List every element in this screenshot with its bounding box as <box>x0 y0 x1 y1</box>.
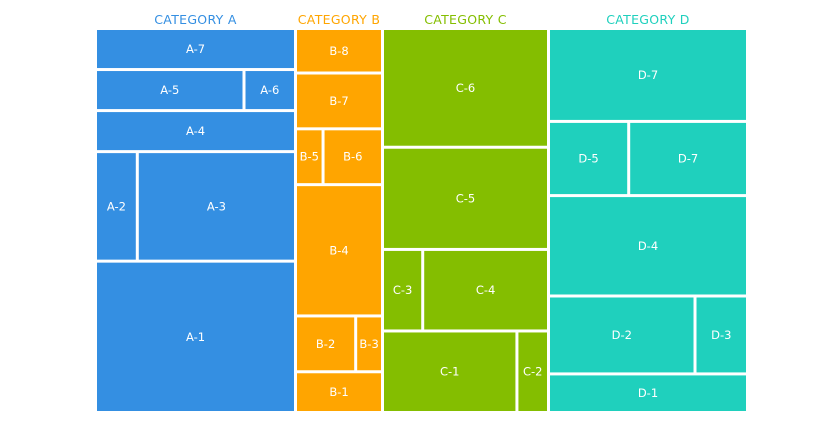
treemap-cell-rect[interactable] <box>97 153 136 260</box>
treemap-cell-label: D-4 <box>638 239 658 253</box>
treemap-cell-rect[interactable] <box>550 122 628 195</box>
treemap-cell-label: D-1 <box>638 386 658 400</box>
treemap-cell-rect[interactable] <box>97 30 294 69</box>
treemap-cell-label: B-4 <box>329 243 348 257</box>
treemap-cell-label: C-5 <box>456 191 476 205</box>
treemap-cell-label: C-6 <box>456 81 476 95</box>
treemap-cell-label: D-5 <box>578 152 598 166</box>
treemap-cell-a-4[interactable]: A-4 <box>97 112 294 151</box>
treemap-cell-rect[interactable] <box>297 130 322 184</box>
treemap-cell-label: C-4 <box>476 283 496 297</box>
treemap-cell-label: B-7 <box>329 94 348 108</box>
treemap-cell-b-5[interactable]: B-5 <box>297 130 322 184</box>
treemap-cell-rect[interactable] <box>297 373 381 411</box>
treemap-cell-label: C-2 <box>523 365 543 379</box>
category-labels: CATEGORY A CATEGORY B CATEGORY C CATEGORY D <box>154 12 689 27</box>
treemap-cell-rect[interactable] <box>138 153 294 260</box>
treemap-cell-b-1[interactable]: B-1 <box>297 373 381 411</box>
treemap-cell-rect[interactable] <box>357 317 381 371</box>
treemap-cell-label: A-6 <box>260 83 279 97</box>
treemap-cell-rect[interactable] <box>550 375 746 411</box>
treemap-cell-c-3[interactable]: C-3 <box>384 250 422 330</box>
treemap-cell-b-6[interactable]: B-6 <box>324 130 381 184</box>
treemap-cell-d-1[interactable]: D-1 <box>550 375 746 411</box>
treemap-cell-rect[interactable] <box>424 250 547 330</box>
treemap-cell-a-2[interactable]: A-2 <box>97 153 136 260</box>
treemap-cell-a-3[interactable]: A-3 <box>138 153 294 260</box>
treemap-cell-label: C-1 <box>440 365 460 379</box>
treemap-cell-label: D-2 <box>612 328 632 342</box>
treemap-cell-label: B-8 <box>329 44 348 58</box>
treemap-cell-label: B-1 <box>329 385 348 399</box>
treemap-cell-label: A-5 <box>160 83 179 97</box>
treemap-cell-rect[interactable] <box>297 74 381 128</box>
treemap-cell-label: B-2 <box>316 337 335 351</box>
treemap-cell-label: D-7 <box>678 152 698 166</box>
treemap-cell-label: A-1 <box>186 330 205 344</box>
treemap-cell-rect[interactable] <box>297 186 381 315</box>
treemap-cell-d-4[interactable]: D-4 <box>550 197 746 295</box>
treemap-cell-b-3[interactable]: B-3 <box>357 317 381 371</box>
treemap-cell-label: B-3 <box>359 337 378 351</box>
treemap-cell-rect[interactable] <box>696 297 746 373</box>
treemap-cell-rect[interactable] <box>97 112 294 151</box>
treemap-cell-c-5[interactable]: C-5 <box>384 148 547 248</box>
treemap-cell-d-7[interactable]: D-7 <box>630 122 746 195</box>
treemap-cell-label: A-7 <box>186 42 205 56</box>
treemap-cell-label: D-3 <box>711 328 731 342</box>
treemap-cell-a-5[interactable]: A-5 <box>97 71 243 110</box>
treemap-cells: A-7 A-5 A-6 A-4 A-2 A-3 A-1 B-8 B-7 B-5 B-6 B-4 B-2 B… <box>97 30 746 411</box>
treemap-cell-a-6[interactable]: A-6 <box>245 71 295 110</box>
treemap-cell-c-1[interactable]: C-1 <box>384 332 516 411</box>
treemap-cell-rect[interactable] <box>384 250 422 330</box>
category-label-category-c: CATEGORY C <box>424 12 507 27</box>
treemap-cell-rect[interactable] <box>97 262 294 411</box>
treemap-cell-label: A-4 <box>186 124 205 138</box>
treemap-cell-rect[interactable] <box>384 148 547 248</box>
treemap-cell-rect[interactable] <box>550 197 746 295</box>
treemap-cell-rect[interactable] <box>324 130 381 184</box>
treemap-cell-c-2[interactable]: C-2 <box>518 332 547 411</box>
treemap-cell-a-7[interactable]: A-7 <box>97 30 294 69</box>
treemap-cell-rect[interactable] <box>384 332 516 411</box>
category-label-category-b: CATEGORY B <box>298 12 380 27</box>
treemap-cell-d-7[interactable]: D-7 <box>550 30 746 120</box>
treemap-cell-label: B-5 <box>300 150 319 164</box>
treemap-cell-d-3[interactable]: D-3 <box>696 297 746 373</box>
treemap-cell-c-6[interactable]: C-6 <box>384 30 547 146</box>
treemap-cell-rect[interactable] <box>97 71 243 110</box>
treemap-cell-rect[interactable] <box>550 30 746 120</box>
treemap-cell-label: A-2 <box>107 199 126 213</box>
treemap-cell-rect[interactable] <box>297 30 381 72</box>
treemap-cell-label: D-7 <box>638 68 658 82</box>
treemap-cell-d-5[interactable]: D-5 <box>550 122 628 195</box>
treemap-cell-rect[interactable] <box>297 317 355 371</box>
treemap-cell-b-4[interactable]: B-4 <box>297 186 381 315</box>
treemap-cell-d-2[interactable]: D-2 <box>550 297 694 373</box>
category-label-category-a: CATEGORY A <box>154 12 237 27</box>
treemap-cell-b-2[interactable]: B-2 <box>297 317 355 371</box>
treemap-cell-label: C-3 <box>393 283 413 297</box>
treemap-cell-b-7[interactable]: B-7 <box>297 74 381 128</box>
treemap-cell-b-8[interactable]: B-8 <box>297 30 381 72</box>
treemap-cell-rect[interactable] <box>384 30 547 146</box>
treemap-cell-rect[interactable] <box>630 122 746 195</box>
category-label-category-d: CATEGORY D <box>606 12 690 27</box>
treemap-cell-c-4[interactable]: C-4 <box>424 250 547 330</box>
treemap-cell-rect[interactable] <box>245 71 295 110</box>
treemap-cell-label: B-6 <box>343 150 362 164</box>
treemap-cell-rect[interactable] <box>550 297 694 373</box>
treemap-cell-label: A-3 <box>207 199 226 213</box>
treemap-cell-rect[interactable] <box>518 332 547 411</box>
treemap-cell-a-1[interactable]: A-1 <box>97 262 294 411</box>
